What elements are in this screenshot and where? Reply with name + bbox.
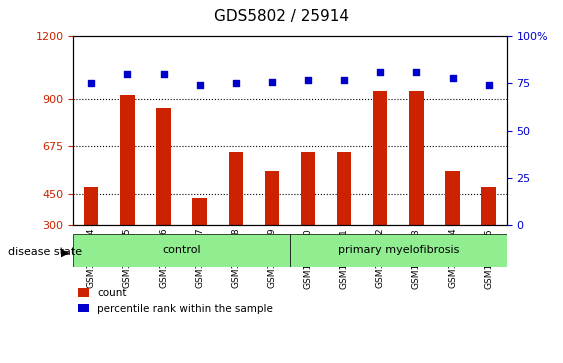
Point	[267, 79, 276, 85]
Point	[123, 71, 132, 77]
Bar	[373, 91, 387, 225]
Point	[412, 69, 421, 75]
Point	[195, 82, 204, 88]
Bar	[229, 152, 243, 225]
Bar	[84, 187, 99, 225]
Point	[159, 71, 168, 77]
Point	[376, 69, 385, 75]
Bar	[301, 152, 315, 225]
Text: disease state: disease state	[8, 247, 83, 257]
Bar	[157, 107, 171, 225]
Bar	[445, 171, 460, 225]
Point	[231, 81, 240, 86]
Bar	[120, 95, 135, 225]
Legend: count, percentile rank within the sample: count, percentile rank within the sample	[78, 288, 273, 314]
Point	[484, 82, 493, 88]
Bar	[265, 171, 279, 225]
Bar	[193, 198, 207, 225]
Bar	[337, 152, 351, 225]
Text: primary myelofibrosis: primary myelofibrosis	[338, 245, 459, 256]
Point	[448, 75, 457, 81]
Point	[303, 77, 312, 83]
Bar	[290, 234, 507, 267]
Bar	[481, 187, 496, 225]
Bar	[409, 91, 423, 225]
Text: GDS5802 / 25914: GDS5802 / 25914	[214, 9, 349, 24]
Text: control: control	[162, 245, 201, 256]
Text: ▶: ▶	[61, 248, 69, 258]
Point	[339, 77, 348, 83]
Point	[87, 81, 96, 86]
Bar	[73, 234, 290, 267]
